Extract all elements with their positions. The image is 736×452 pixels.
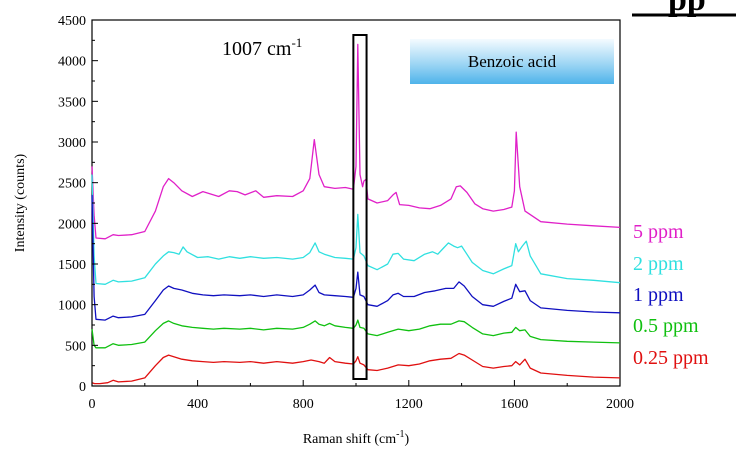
series-label-5-ppm: 5 ppm bbox=[633, 221, 684, 243]
x-axis-title: Raman shift (cm-1) bbox=[303, 429, 410, 447]
y-tick-label: 1500 bbox=[58, 258, 86, 273]
series-label-0-5-ppm: 0.5 ppm bbox=[633, 315, 699, 337]
compound-label-text: Benzoic acid bbox=[468, 52, 557, 71]
series-line-0-5-ppm bbox=[91, 319, 621, 349]
x-axis-title-sup: -1 bbox=[396, 429, 404, 440]
x-tick-label: 400 bbox=[187, 397, 208, 412]
peak-annotation: 1007 cm-1 bbox=[222, 35, 302, 60]
x-tick-label: 2000 bbox=[606, 397, 634, 412]
series-label-1-ppm: 1 ppm bbox=[633, 284, 684, 306]
peak-highlight-box bbox=[352, 34, 368, 380]
x-tick-label: 1200 bbox=[395, 397, 423, 412]
series-layer bbox=[91, 43, 621, 385]
series-line-0-25-ppm bbox=[91, 352, 621, 385]
compound-label-box bbox=[410, 39, 614, 84]
series-line-1-ppm bbox=[91, 194, 621, 321]
x-tick-label: 0 bbox=[89, 397, 96, 412]
y-tick-label: 500 bbox=[65, 339, 86, 354]
x-axis: 0 400 800 1200 1600 2000 bbox=[89, 380, 634, 412]
x-axis-title-end: ) bbox=[404, 432, 409, 447]
y-tick-label: 2500 bbox=[58, 177, 86, 192]
series-line-2-ppm bbox=[91, 174, 621, 285]
y-tick-label: 0 bbox=[79, 380, 86, 395]
y-tick-label: 2000 bbox=[58, 217, 86, 232]
y-axis: 0 500 1000 1500 2000 2500 3000 3500 4000 4500 bbox=[58, 14, 98, 395]
y-tick-label: 1000 bbox=[58, 299, 86, 314]
peak-annotation-sup: -1 bbox=[291, 35, 302, 50]
series-label-2-ppm: 2 ppm bbox=[633, 253, 684, 275]
x-tick-label: 800 bbox=[293, 397, 314, 412]
y-tick-label: 3000 bbox=[58, 136, 86, 151]
series-label-0-25-ppm: 0.25 ppm bbox=[633, 347, 709, 369]
x-axis-title-text: Raman shift (cm bbox=[303, 432, 396, 447]
x-tick-label: 1600 bbox=[500, 397, 528, 412]
series-labels: 5 ppm 2 ppm 1 ppm 0.5 ppm 0.25 ppm bbox=[633, 221, 709, 369]
y-tick-label: 4000 bbox=[58, 55, 86, 70]
y-axis-title: Intensity (counts) bbox=[13, 153, 28, 252]
series-line-5-ppm bbox=[91, 43, 621, 240]
peak-annotation-text: 1007 cm bbox=[222, 38, 292, 60]
y-tick-label: 3500 bbox=[58, 95, 86, 110]
y-tick-label: 4500 bbox=[58, 14, 86, 29]
